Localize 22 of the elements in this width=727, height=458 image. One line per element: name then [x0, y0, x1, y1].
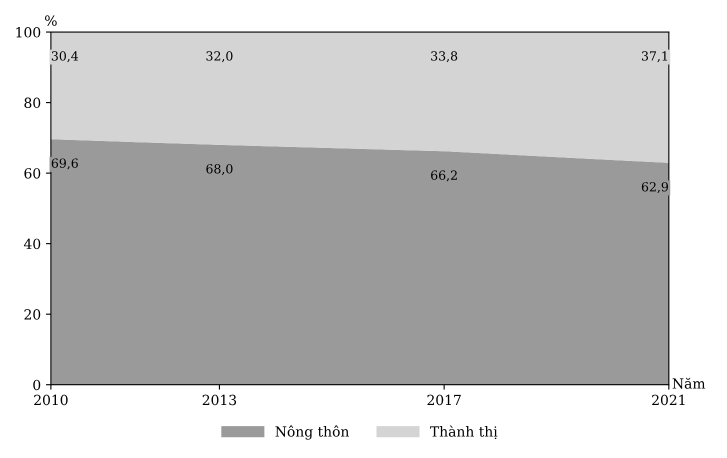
data-label: 68,0: [206, 164, 233, 176]
legend-label: Thành thị: [430, 425, 498, 440]
data-label: 62,9: [642, 182, 668, 194]
data-label: 69,6: [52, 158, 78, 170]
data-label: 33,8: [431, 51, 458, 62]
x-tick-label: 2010: [34, 394, 68, 406]
y-axis-title: %: [45, 15, 57, 26]
y-tick-label: 0: [33, 380, 40, 390]
data-label: 66,2: [431, 170, 457, 182]
x-tick-label: 2021: [652, 394, 685, 406]
y-tick-label: 100: [16, 27, 40, 38]
y-tick-label: 40: [24, 238, 40, 250]
data-label: 37,1: [642, 51, 668, 62]
x-tick-label: 2017: [427, 394, 461, 406]
data-label: 32,0: [206, 51, 233, 62]
y-tick-label: 20: [24, 309, 40, 320]
x-axis-title: Năm: [672, 378, 706, 389]
legend-label: Nông thôn: [275, 425, 350, 440]
x-tick-label: 2013: [202, 394, 236, 406]
y-tick-label: 60: [24, 168, 40, 179]
data-label: 30,4: [52, 51, 78, 62]
y-tick-label: 80: [24, 98, 40, 108]
